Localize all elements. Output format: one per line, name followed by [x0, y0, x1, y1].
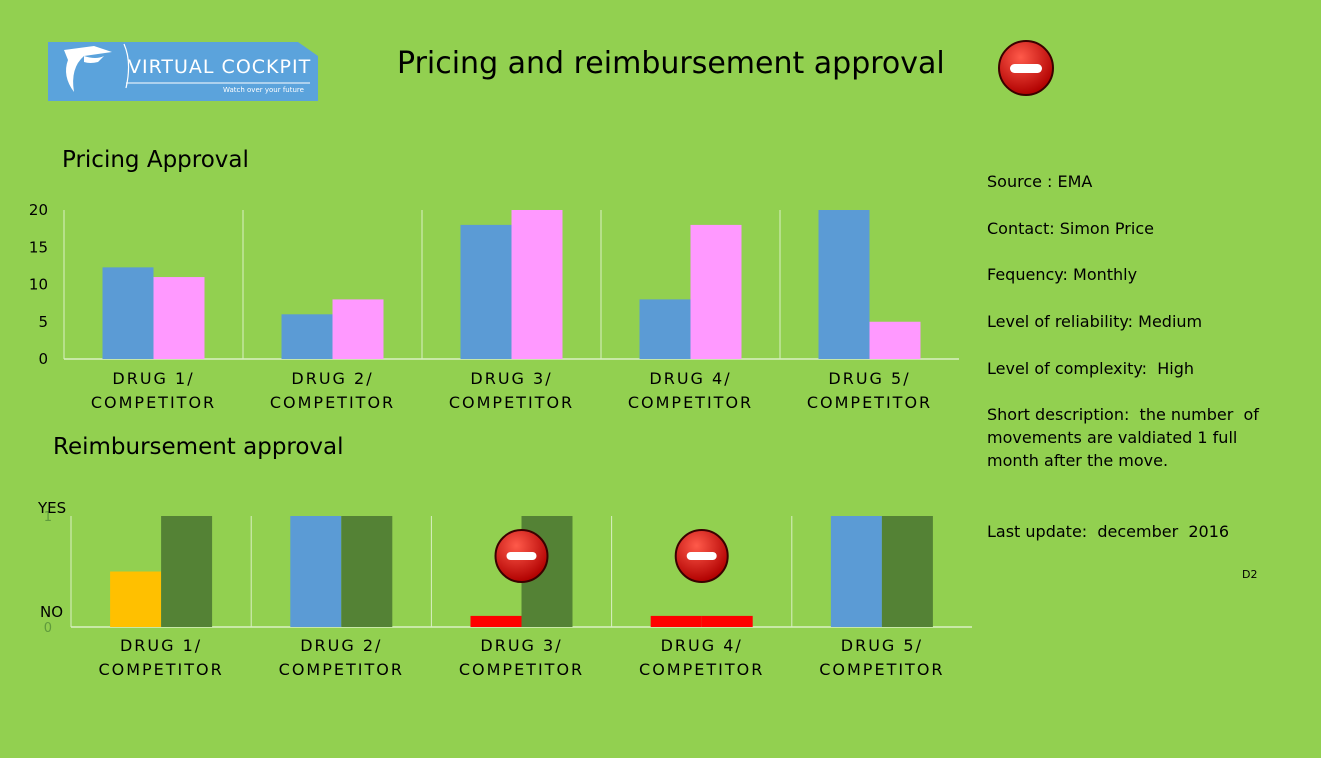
logo-name: VIRTUAL COCKPIT	[128, 56, 312, 78]
info-contact: Contact: Simon Price	[987, 219, 1154, 238]
category-label-line: DRUG 3/	[480, 636, 563, 655]
info-description: Short description: the number of movemen…	[987, 405, 1265, 470]
category-label-line: COMPETITOR	[98, 660, 224, 679]
no-entry-icon	[998, 40, 1054, 96]
y-tick-label: 15	[29, 238, 48, 256]
bar	[881, 516, 933, 627]
bar	[639, 299, 691, 359]
category-label-line: DRUG 5/	[828, 369, 911, 388]
bar	[470, 615, 522, 627]
bar	[332, 299, 384, 359]
info-complexity: Level of complexity: High	[987, 359, 1194, 378]
category-label: DRUG 2/COMPETITOR	[252, 634, 431, 682]
y-tick-label: 1	[44, 510, 52, 525]
category-label: DRUG 5/COMPETITOR	[792, 634, 971, 682]
bar	[341, 516, 393, 627]
bar	[869, 321, 921, 359]
page-title: Pricing and reimbursement approval	[397, 46, 945, 81]
category-label-line: DRUG 1/	[119, 636, 203, 655]
category-label: DRUG 2/COMPETITOR	[243, 367, 422, 415]
category-label-line: COMPETITOR	[278, 660, 404, 679]
logo-tagline: Watch over your future	[223, 86, 304, 94]
bar	[830, 516, 882, 627]
category-label-line: DRUG 1/	[112, 369, 195, 388]
category-label-line: COMPETITOR	[90, 393, 217, 412]
no-entry-icon	[494, 529, 549, 583]
y-tick-label: 5	[38, 313, 48, 331]
info-frequency: Fequency: Monthly	[987, 265, 1138, 284]
bar	[701, 615, 753, 627]
category-label: DRUG 1/COMPETITOR	[72, 634, 251, 682]
category-label-line: COMPETITOR	[448, 393, 575, 412]
category-label-line: DRUG 3/	[470, 369, 553, 388]
bar	[460, 224, 512, 359]
category-label: DRUG 5/COMPETITOR	[780, 367, 959, 415]
info-reliability: Level of reliability: Medium	[987, 312, 1203, 331]
y-tick-label: 20	[29, 201, 48, 219]
category-label-line: DRUG 2/	[300, 636, 383, 655]
bar	[818, 210, 870, 359]
y-tick-label: 0	[44, 621, 52, 636]
y-tick-label: 0	[38, 350, 48, 368]
category-label: DRUG 3/COMPETITOR	[422, 367, 601, 415]
category-label-line: COMPETITOR	[627, 393, 754, 412]
category-label-line: COMPETITOR	[819, 660, 945, 679]
category-label-line: DRUG 2/	[291, 369, 374, 388]
y-label-yes: YES	[37, 499, 66, 517]
category-label: DRUG 4/COMPETITOR	[612, 634, 791, 682]
bar	[161, 516, 213, 627]
no-entry-icon	[674, 529, 729, 583]
logo-swoosh	[123, 42, 318, 89]
bar	[102, 267, 154, 359]
info-last-update: Last update: december 2016	[987, 522, 1230, 541]
category-label-line: COMPETITOR	[639, 660, 765, 679]
category-label-line: DRUG 4/	[649, 369, 732, 388]
category-label-line: DRUG 4/	[660, 636, 743, 655]
info-source: Source : EMA	[987, 172, 1093, 191]
bar	[511, 210, 563, 359]
category-label-line: COMPETITOR	[269, 393, 396, 412]
bar	[650, 615, 702, 627]
category-label: DRUG 4/COMPETITOR	[601, 367, 780, 415]
bar	[690, 224, 742, 359]
bar	[281, 314, 333, 359]
eagle-icon	[64, 46, 112, 92]
category-label-line: COMPETITOR	[806, 393, 933, 412]
bar	[153, 277, 205, 359]
info-code: D2	[1242, 568, 1258, 581]
virtual-cockpit-logo: VIRTUAL COCKPIT Watch over your future	[48, 42, 318, 101]
category-label: DRUG 1/COMPETITOR	[64, 367, 243, 415]
pricing-chart-title: Pricing Approval	[62, 147, 249, 173]
reimbursement-chart-title: Reimbursement approval	[53, 434, 344, 460]
y-label-no: NO	[40, 603, 63, 621]
category-label-line: DRUG 5/	[840, 636, 923, 655]
category-label: DRUG 3/COMPETITOR	[432, 634, 611, 682]
bar	[110, 571, 162, 627]
bar	[290, 516, 342, 627]
y-tick-label: 10	[29, 276, 48, 294]
category-label-line: COMPETITOR	[458, 660, 585, 679]
